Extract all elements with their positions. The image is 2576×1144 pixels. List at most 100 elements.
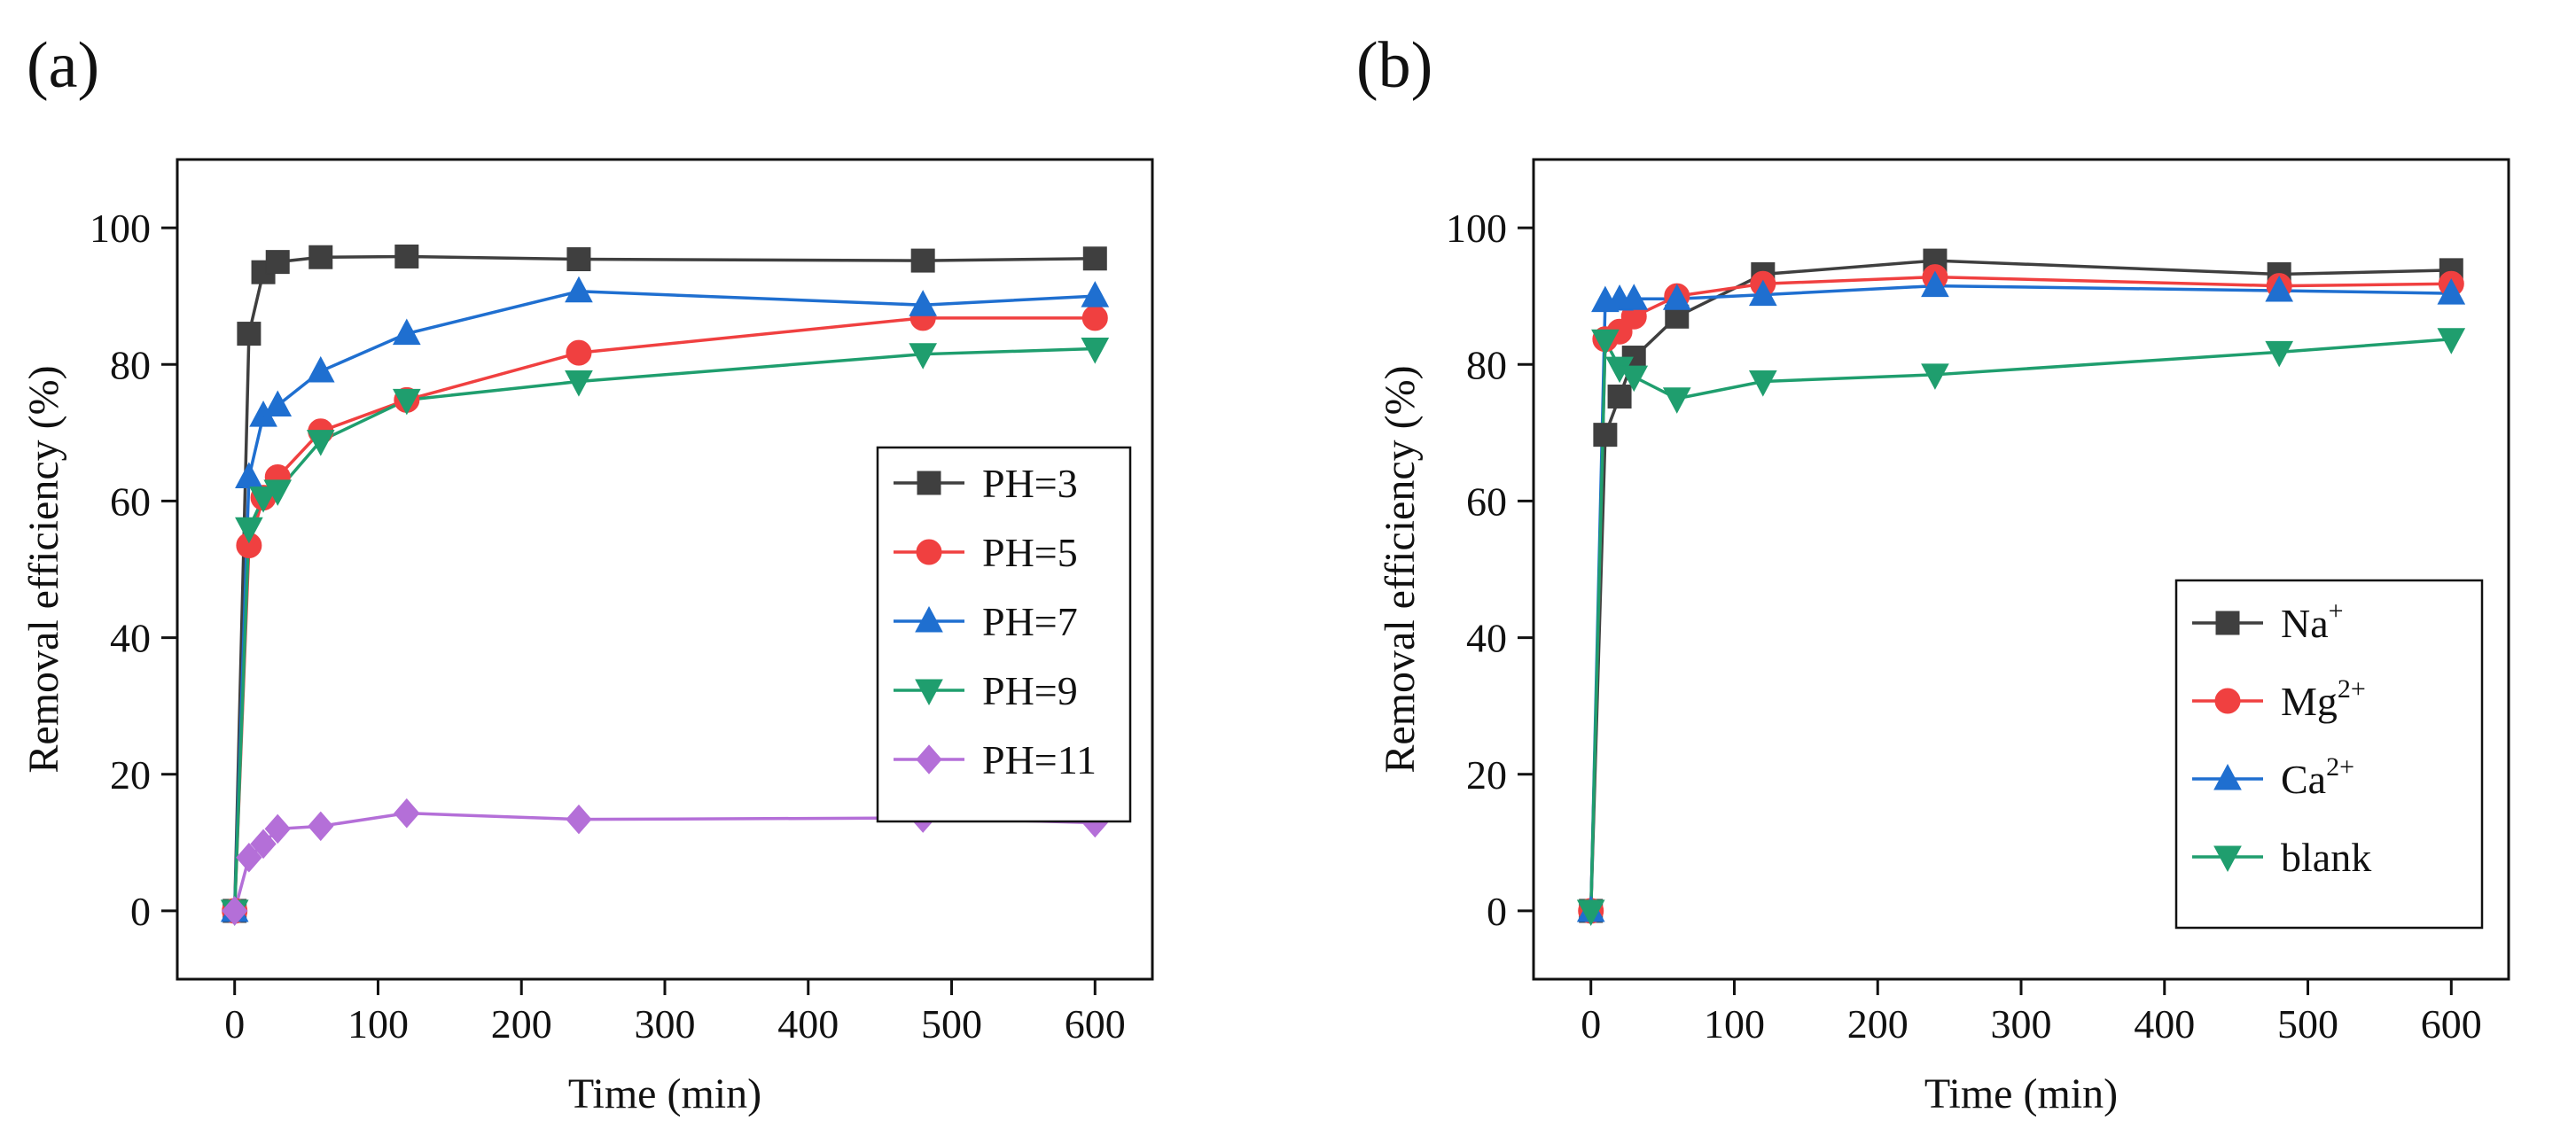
x-tick-label: 0 xyxy=(1581,1001,1601,1047)
y-axis-title: Removal efficiency (%) xyxy=(20,365,67,773)
data-point xyxy=(1082,246,1107,271)
series-line xyxy=(233,811,1096,912)
data-point xyxy=(1921,363,1949,390)
legend-label: Na+ xyxy=(2281,596,2344,646)
data-point xyxy=(306,430,335,456)
data-point xyxy=(308,245,333,269)
panel-a: (a) 0 100 200 300 400 500 600 0 20 40 60 80 100 Time … xyxy=(20,29,1154,1117)
legend-label-text: Ca xyxy=(2281,757,2326,802)
data-point xyxy=(566,247,591,272)
legend-label-superscript: 2+ xyxy=(2338,674,2366,704)
panel-label-a: (a) xyxy=(27,29,99,102)
legend-label: blank xyxy=(2281,835,2371,880)
x-tick-label: 200 xyxy=(491,1001,552,1047)
data-point xyxy=(1591,329,1620,356)
data-point xyxy=(2265,275,2294,302)
data-point xyxy=(237,322,262,346)
data-point xyxy=(235,517,263,544)
legend-label: PH=3 xyxy=(982,461,1078,506)
y-tick-label: 20 xyxy=(1466,752,1507,798)
legend-marker xyxy=(915,605,943,633)
data-point xyxy=(566,339,592,366)
panel-label-b: (b) xyxy=(1356,29,1432,102)
data-point xyxy=(1081,338,1110,364)
x-tick-label: 300 xyxy=(635,1001,696,1047)
x-tick-label: 600 xyxy=(2421,1001,2482,1047)
x-tick-label: 500 xyxy=(2277,1001,2338,1047)
data-point xyxy=(1921,270,1949,298)
data-point xyxy=(264,813,291,844)
legend-marker xyxy=(916,539,942,565)
data-point xyxy=(910,248,935,273)
x-axis-title: Time (min) xyxy=(568,1070,761,1117)
data-point xyxy=(909,343,938,370)
data-point xyxy=(306,355,335,383)
data-point xyxy=(308,811,334,842)
data-point xyxy=(249,486,277,513)
data-point xyxy=(1662,284,1691,310)
x-tick-label: 400 xyxy=(777,1001,839,1047)
legend-label-text: PH=5 xyxy=(982,530,1078,575)
x-tick-label: 200 xyxy=(1847,1001,1909,1047)
legend-label: PH=5 xyxy=(982,530,1078,575)
data-point xyxy=(1593,423,1618,447)
legend-label-superscript: 2+ xyxy=(2326,752,2354,782)
data-point xyxy=(2265,340,2294,368)
data-point xyxy=(1576,899,1605,926)
y-tick-label: 60 xyxy=(110,479,151,524)
legend-label-text: Na xyxy=(2281,601,2329,646)
data-point xyxy=(565,370,593,397)
data-point xyxy=(1748,370,1777,397)
panel-b: (b) 0 100 200 300 400 500 600 0 20 40 60 80 100 Time … xyxy=(1356,29,2510,1117)
data-point xyxy=(1081,281,1110,307)
legend-label-text: PH=11 xyxy=(982,737,1097,782)
data-point xyxy=(566,804,592,835)
x-tick-label: 600 xyxy=(1065,1001,1126,1047)
y-tick-label: 100 xyxy=(90,206,151,251)
data-point xyxy=(263,390,293,416)
y-tick-label: 0 xyxy=(130,889,151,934)
x-tick-label: 500 xyxy=(921,1001,982,1047)
data-point xyxy=(1748,279,1777,307)
data-point xyxy=(250,829,277,860)
legend-label-superscript: + xyxy=(2329,596,2344,626)
x-tick-label: 100 xyxy=(1704,1001,1765,1047)
data-point xyxy=(394,244,419,268)
legend-label-text: Mg xyxy=(2281,679,2338,724)
legend-label: PH=9 xyxy=(982,668,1078,713)
y-tick-label: 40 xyxy=(110,616,151,661)
legend-label: Ca2+ xyxy=(2281,752,2354,802)
y-tick-label: 100 xyxy=(1446,206,1507,251)
data-point xyxy=(565,276,593,303)
x-axis-title: Time (min) xyxy=(1924,1070,2118,1117)
data-point xyxy=(1620,365,1649,393)
legend-marker xyxy=(917,471,941,495)
x-tick-label: 300 xyxy=(1991,1001,2052,1047)
legend-marker xyxy=(2215,611,2240,635)
x-tick-label: 0 xyxy=(224,1001,245,1047)
legend-label-text: blank xyxy=(2281,835,2371,880)
data-point xyxy=(394,798,420,829)
legend-marker xyxy=(916,744,942,774)
data-point xyxy=(2437,328,2466,354)
y-tick-label: 60 xyxy=(1466,479,1507,524)
legend-marker xyxy=(915,679,943,706)
data-point xyxy=(392,318,421,346)
y-tick-label: 80 xyxy=(110,342,151,387)
y-tick-label: 0 xyxy=(1487,889,1507,934)
data-point xyxy=(263,479,293,506)
data-point xyxy=(1620,284,1649,310)
legend-label-text: PH=9 xyxy=(982,668,1078,713)
data-point xyxy=(236,843,262,873)
legend-marker xyxy=(2213,845,2242,873)
legend-label-text: PH=3 xyxy=(982,461,1078,506)
x-tick-label: 100 xyxy=(347,1001,409,1047)
data-point xyxy=(235,462,263,488)
legend-label-text: PH=7 xyxy=(982,599,1078,644)
data-point xyxy=(1081,305,1108,331)
y-tick-label: 40 xyxy=(1466,616,1507,661)
data-point xyxy=(392,388,421,416)
data-point xyxy=(1662,387,1691,414)
x-tick-label: 400 xyxy=(2134,1001,2195,1047)
